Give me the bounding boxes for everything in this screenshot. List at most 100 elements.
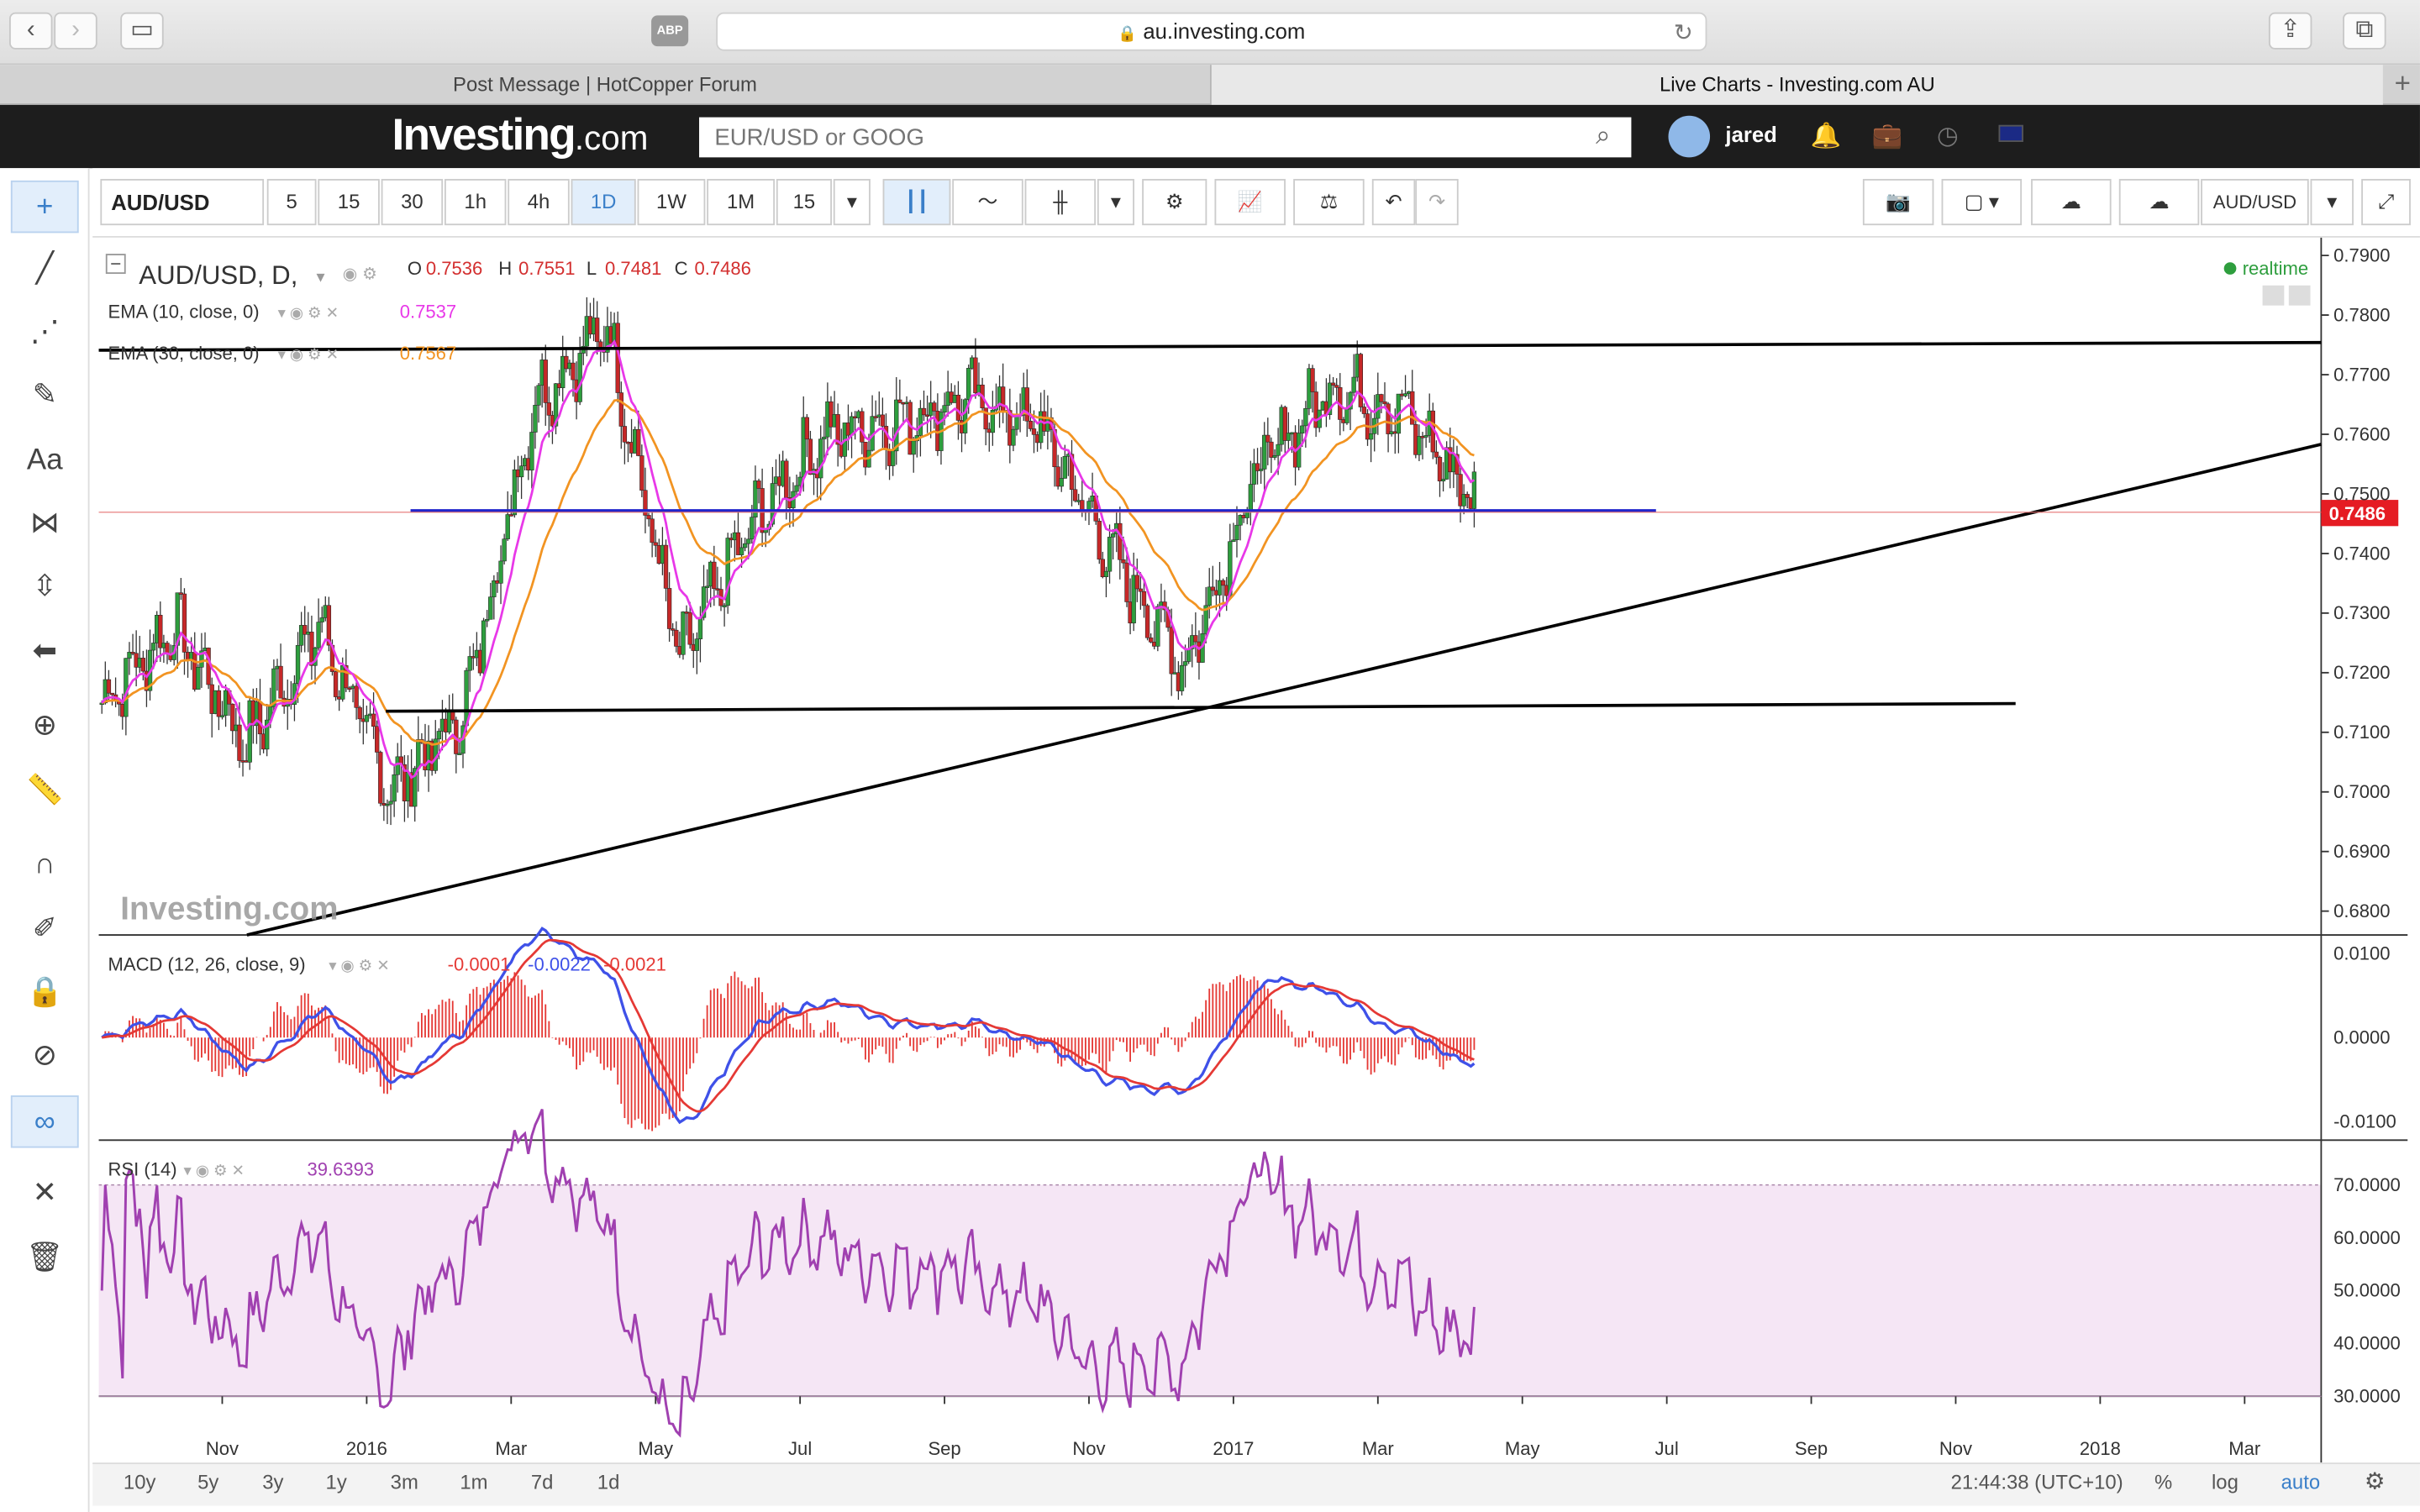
price-axis[interactable]: 0.7900 0.7800 0.7700 0.7600 0.7500 0.7400 0.73… [2321, 244, 2401, 1407]
macd-dropdown-icon[interactable]: ▾ ◉ ⚙ ✕ [329, 956, 389, 974]
pencil-lock-icon[interactable]: ✐ [32, 913, 57, 946]
address-bar[interactable]: 🔒 au.investing.com ↻ [716, 12, 1707, 51]
scroll-up-icon[interactable] [2288, 285, 2311, 306]
candle-body [1007, 410, 1013, 446]
gear-icon[interactable]: ⚙ [2364, 1468, 2386, 1495]
trash-icon[interactable]: 🗑 [26, 1242, 64, 1275]
search-icon[interactable]: ⌕ [1596, 120, 1611, 150]
crosshair-icon[interactable]: + [10, 180, 79, 234]
candle-body [1179, 664, 1185, 691]
candle-body [130, 652, 135, 654]
log-toggle[interactable]: log [2211, 1470, 2238, 1494]
tab-investing[interactable]: Live Charts - Investing.com AU [1209, 65, 2383, 105]
range-1d[interactable]: 1d [597, 1470, 620, 1494]
fork-icon[interactable]: ⋰ [29, 316, 60, 349]
price-chart[interactable]: 0.7486 AUD/USD, D, ▾ ◉ ⚙ O 0.7536 H 0.75… [92, 237, 2420, 1463]
back-button[interactable]: ‹ [9, 12, 53, 50]
interval-1m[interactable]: 1M [707, 179, 776, 226]
range-10y[interactable]: 10y [123, 1470, 156, 1494]
settings-tools-icon[interactable]: ✕ [32, 1177, 57, 1210]
magnet-icon[interactable]: ∩ [34, 848, 55, 881]
forward-button[interactable]: › [54, 12, 97, 50]
username[interactable]: jared [1725, 122, 1777, 147]
cloud-upload-icon[interactable]: ☁ [2118, 179, 2200, 226]
chart-type-dropdown-icon[interactable]: ▾ [1097, 179, 1134, 226]
percent-toggle[interactable]: % [2154, 1470, 2173, 1494]
time-axis[interactable]: Nov 2016 Mar May Jul Sep Nov 2017 Mar May Jul Sep No… [206, 1396, 2260, 1459]
rising-trend-line[interactable] [246, 443, 2322, 937]
sidebar-toggle-icon[interactable]: ▭ [120, 12, 164, 50]
auto-toggle[interactable]: auto [2281, 1470, 2321, 1494]
hide-icon[interactable]: ⊘ [32, 1039, 57, 1073]
rsi-dropdown-icon[interactable]: ▾ ◉ ⚙ ✕ [184, 1162, 245, 1179]
interval-15[interactable]: 15 [318, 179, 380, 226]
lock-icon[interactable]: 🔒 [26, 976, 63, 1010]
redo-icon[interactable]: ↷ [1415, 179, 1459, 226]
site-logo[interactable]: Investing.com [392, 111, 649, 161]
range-3y[interactable]: 3y [262, 1470, 284, 1494]
legend-controls-icon[interactable]: ◉ ⚙ [343, 265, 377, 283]
lower-horizontal-line[interactable] [386, 701, 2016, 713]
interval-30[interactable]: 30 [381, 179, 444, 226]
ema10-dropdown-icon[interactable]: ▾ ◉ ⚙ ✕ [278, 303, 339, 321]
search-input[interactable] [699, 117, 1632, 158]
bell-icon[interactable]: 🔔 [1810, 123, 1842, 150]
portfolio-icon[interactable]: 💼 [1871, 123, 1903, 150]
candle-body [1217, 580, 1223, 596]
main-pane[interactable] [98, 237, 2322, 936]
legend-dropdown-icon[interactable]: ▾ [317, 268, 325, 286]
link-icon[interactable]: ∞ [10, 1095, 79, 1148]
text-tool-icon[interactable]: Aa [26, 444, 63, 477]
trend-line-icon[interactable]: ╱ [35, 253, 54, 286]
range-5y[interactable]: 5y [197, 1470, 219, 1494]
candle-body [364, 715, 370, 722]
australia-flag-icon[interactable] [1998, 124, 2023, 142]
interval-4h[interactable]: 4h [508, 179, 570, 226]
new-tab-icon[interactable]: + [2394, 67, 2411, 99]
fullscreen-icon[interactable]: ⤢ [2361, 179, 2411, 226]
indicators-icon[interactable]: 📈 [1214, 179, 1286, 226]
interval-1d[interactable]: 1D [571, 179, 636, 226]
scroll-down-icon[interactable] [2262, 285, 2285, 306]
candle-body [182, 593, 187, 653]
range-1m[interactable]: 1m [460, 1470, 488, 1494]
layout-dropdown-icon[interactable]: ▾ [2310, 179, 2354, 226]
tabs-overview-icon[interactable]: ⧉ [2343, 12, 2386, 50]
ruler-icon[interactable]: 📏 [26, 774, 63, 807]
clock-icon[interactable]: ◷ [1937, 123, 1959, 150]
undo-icon[interactable]: ↶ [1371, 179, 1416, 226]
arrow-left-icon[interactable]: ⬅ [32, 635, 57, 669]
interval-dropdown-icon[interactable]: ▾ [833, 179, 871, 226]
interval-custom[interactable]: 15 [776, 179, 832, 226]
price-tick-label: 0.7000 [2333, 781, 2390, 802]
layout-icon[interactable]: ▢ ▾ [1941, 179, 2023, 226]
tab-hotcopper[interactable]: Post Message | HotCopper Forum [453, 72, 757, 96]
candle-type-icon[interactable]: ┃┃ [882, 179, 951, 226]
candle-body [1258, 469, 1264, 471]
range-1y[interactable]: 1y [325, 1470, 347, 1494]
bar-type-icon[interactable]: ╫ [1024, 179, 1097, 226]
cloud-download-icon[interactable]: ☁ [2031, 179, 2112, 226]
avatar[interactable] [1668, 115, 1711, 158]
candle-body [99, 702, 104, 705]
compare-icon[interactable]: ⚖ [1293, 179, 1365, 226]
resistance-line[interactable] [98, 340, 2322, 352]
zoom-in-icon[interactable]: ⊕ [32, 709, 57, 743]
share-icon[interactable]: ⇪ [2268, 12, 2312, 50]
camera-icon[interactable]: 📷 [1862, 179, 1934, 226]
reload-icon[interactable]: ↻ [1673, 19, 1693, 47]
adblock-icon[interactable]: ABP [651, 15, 689, 47]
range-7d[interactable]: 7d [530, 1470, 554, 1494]
ema30-dropdown-icon[interactable]: ▾ ◉ ⚙ ✕ [278, 345, 339, 363]
brush-icon[interactable]: ✎ [32, 379, 57, 412]
range-3m[interactable]: 3m [390, 1470, 418, 1494]
saved-layout-button[interactable]: AUD/USD [2201, 179, 2309, 226]
interval-1h[interactable]: 1h [444, 179, 507, 226]
pattern-icon[interactable]: ⋈ [29, 507, 60, 540]
interval-1w[interactable]: 1W [637, 179, 706, 226]
line-type-icon[interactable]: 〜 [952, 179, 1023, 226]
measure-icon[interactable]: ⇳ [32, 570, 57, 604]
interval-5[interactable]: 5 [266, 179, 317, 226]
gear-icon[interactable]: ⚙ [1142, 179, 1207, 226]
symbol-input[interactable]: AUD/USD [100, 179, 265, 226]
